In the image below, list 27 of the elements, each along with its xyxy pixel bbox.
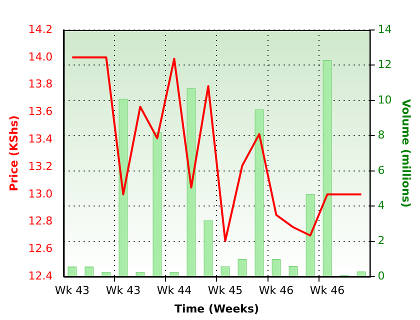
y2-tick-label: 14 [378, 22, 392, 36]
x-tick-label: Wk 43 [106, 284, 141, 298]
x-tick-label: Wk 43 [54, 284, 90, 298]
y2-tick-label: 10 [378, 93, 392, 106]
y-tick-label: 12.6 [28, 242, 53, 256]
y2-axis-title: Volume (millions) [400, 99, 413, 208]
y-tick-label: 13.2 [28, 160, 53, 173]
y-tick-label: 13.8 [28, 78, 53, 91]
y-tick-label: 12.4 [28, 269, 53, 282]
y2-tick-label: 12 [378, 58, 392, 72]
x-tick-label: Wk 46 [310, 284, 345, 298]
y2-tick-label: 6 [378, 164, 385, 177]
x-tick-label: Wk 45 [208, 284, 243, 298]
y-tick-label: 13.0 [28, 187, 53, 200]
y-tick-label: 12.8 [28, 214, 53, 228]
y2-tick-label: 0 [378, 269, 385, 282]
y-tick-label: 14.2 [28, 22, 53, 36]
y-tick-label: 13.4 [28, 132, 53, 146]
y-axis-title: Price (KShs) [7, 115, 20, 192]
y-tick-label: 14.0 [28, 50, 53, 64]
x-tick-label: Wk 44 [156, 284, 192, 298]
y2-tick-label: 4 [378, 199, 385, 212]
y-tick-label: 13.6 [28, 105, 53, 118]
x-axis-title: Time (Weeks) [174, 302, 260, 316]
y2-tick-label: 8 [378, 128, 385, 142]
y2-tick-label: 2 [378, 234, 385, 248]
x-tick-label: Wk 46 [258, 284, 294, 298]
